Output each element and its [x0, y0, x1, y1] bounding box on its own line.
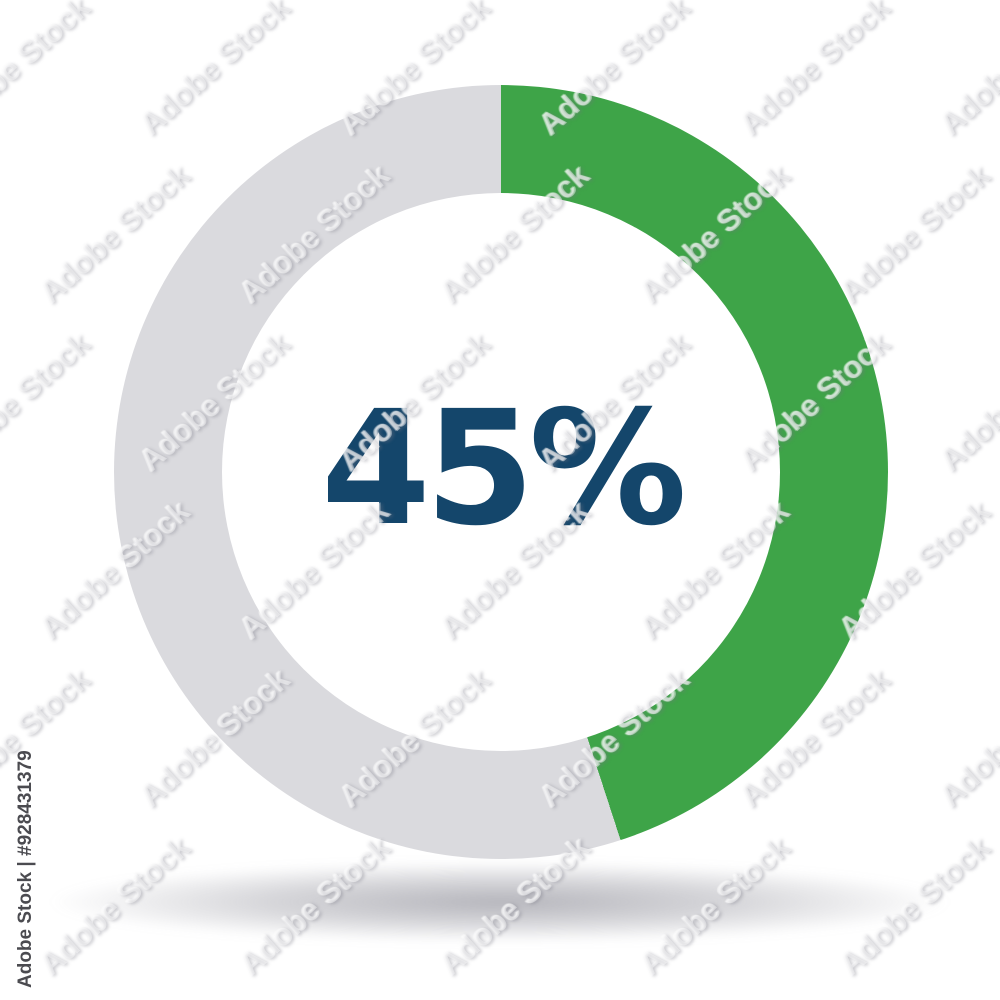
adobe-stock-watermark-text: Adobe Stock	[732, 0, 897, 143]
progress-ring-hole	[222, 193, 780, 751]
adobe-stock-watermark-text: Adobe Stock	[832, 157, 997, 311]
adobe-stock-watermark-text: Adobe Stock	[132, 0, 297, 143]
percent-value-label: 45%	[320, 377, 687, 561]
adobe-stock-watermark-text: Adobe Stock	[932, 661, 1000, 815]
adobe-stock-watermark-text: Adobe Stock	[0, 325, 97, 479]
adobe-stock-watermark-text: Adobe Stock	[932, 0, 1000, 143]
adobe-stock-watermark-text: Adobe Stock	[932, 325, 1000, 479]
stock-credit-text: Adobe Stock | #928431379	[15, 750, 36, 988]
adobe-stock-watermark-text: Adobe Stock	[0, 0, 97, 143]
ground-shadow	[30, 860, 970, 944]
